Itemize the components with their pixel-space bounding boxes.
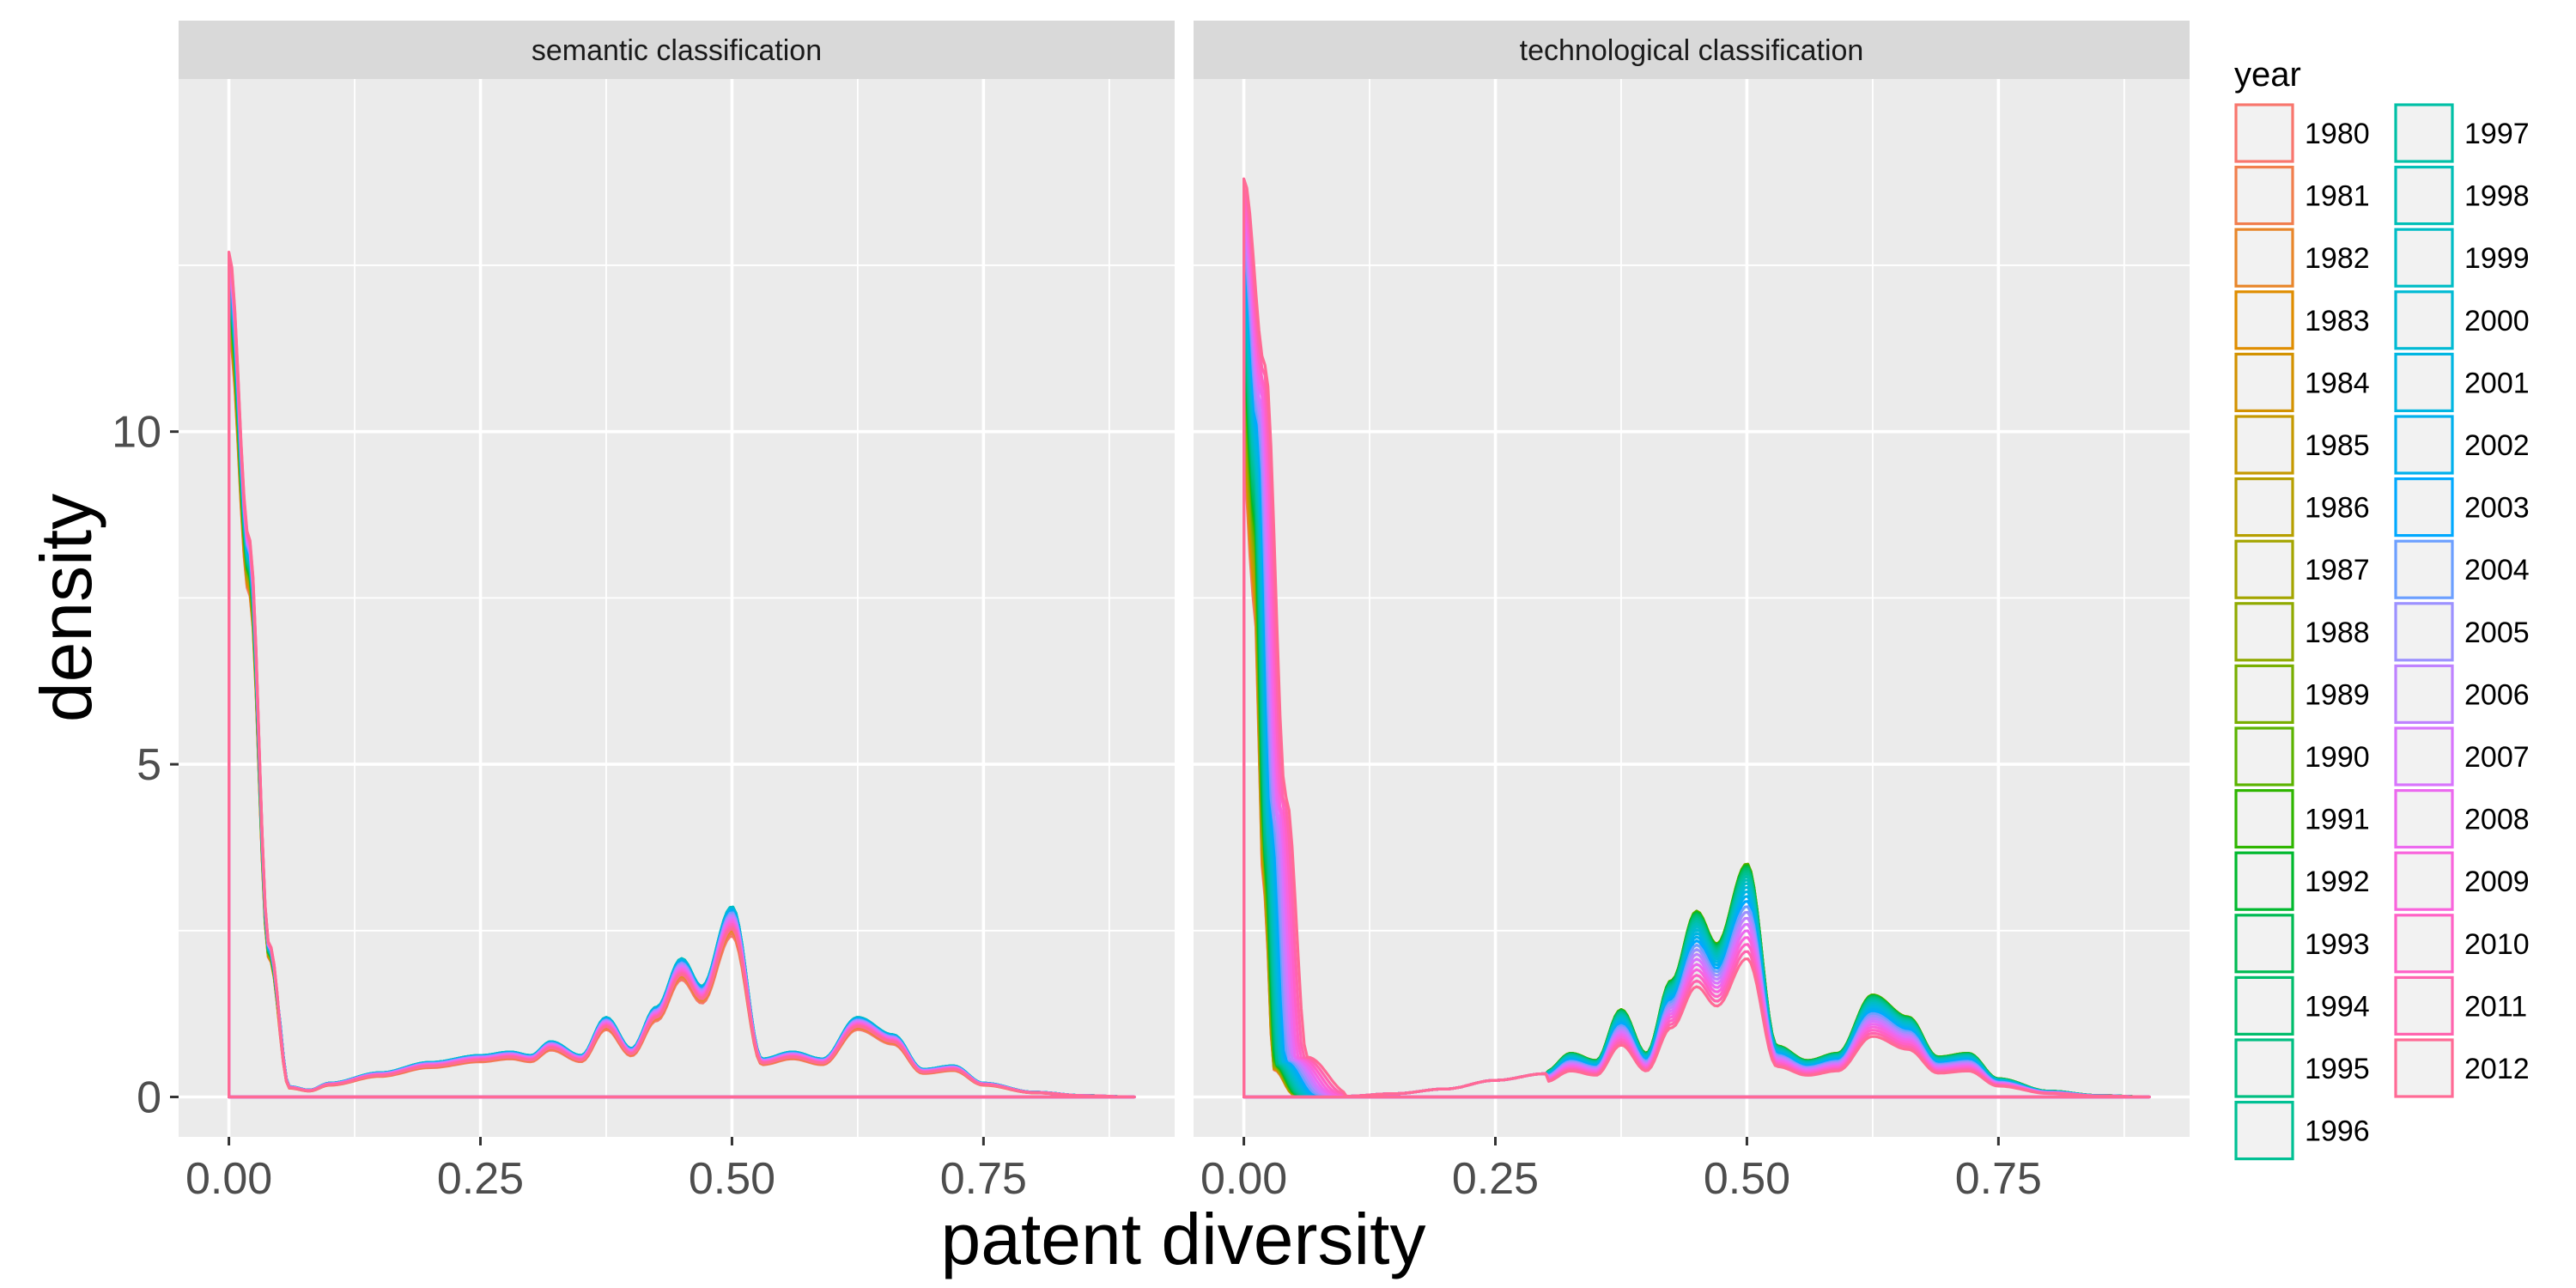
legend-key-1993 [2236,915,2293,972]
legend-key-1983 [2236,292,2293,349]
legend-label-1982: 1982 [2305,242,2370,275]
x-tick-label: 0.00 [1200,1154,1287,1204]
y-tick-label: 0 [137,1073,161,1123]
legend-label-2012: 2012 [2464,1053,2530,1085]
legend-label-1985: 1985 [2305,429,2370,462]
y-tick-label: 10 [112,408,161,458]
legend-label-1998: 1998 [2464,180,2530,213]
legend-label-1988: 1988 [2305,617,2370,649]
legend-key-1997 [2396,105,2452,161]
legend-label-2011: 2011 [2464,990,2527,1023]
legend-key-2010 [2396,915,2452,972]
legend: year 19801981198219831984198519861987198… [2234,56,2530,1159]
y-axis-ticks: 0 5 10 [112,408,179,1123]
x-tick-label: 0.00 [185,1154,272,1204]
legend-label-1984: 1984 [2305,367,2370,399]
legend-key-1981 [2236,167,2293,224]
legend-key-2006 [2396,665,2452,722]
x-axis-title: patent diversity [941,1199,1426,1279]
legend-key-1992 [2236,853,2293,909]
legend-label-1986: 1986 [2305,492,2370,525]
facet-panel-semantic: semantic classification [179,21,1175,1137]
legend-label-1995: 1995 [2305,1053,2370,1085]
legend-label-2004: 2004 [2464,554,2530,586]
legend-key-1998 [2396,167,2452,224]
legend-label-2007: 2007 [2464,741,2530,774]
legend-label-2003: 2003 [2464,492,2530,525]
legend-key-1987 [2236,541,2293,598]
legend-key-2005 [2396,604,2452,660]
y-axis-title: density [26,494,106,722]
legend-key-2009 [2396,853,2452,909]
legend-label-1992: 1992 [2305,866,2370,898]
legend-key-2000 [2396,292,2452,349]
legend-label-2009: 2009 [2464,866,2530,898]
legend-label-2000: 2000 [2464,305,2530,337]
legend-key-2002 [2396,416,2452,473]
legend-title: year [2234,56,2301,94]
legend-label-1990: 1990 [2305,741,2370,774]
legend-label-1980: 1980 [2305,118,2370,150]
legend-label-1997: 1997 [2464,118,2530,150]
facet-label-semantic: semantic classification [532,34,822,67]
legend-label-2001: 2001 [2464,367,2530,399]
facet-label-technological: technological classification [1520,34,1864,67]
x-tick-label: 0.50 [689,1154,775,1204]
facet-panel-technological: technological classification [1194,21,2190,1137]
legend-label-2005: 2005 [2464,617,2530,649]
legend-key-1984 [2236,354,2293,410]
legend-key-2001 [2396,354,2452,410]
legend-key-1990 [2236,728,2293,785]
legend-key-2003 [2396,479,2452,536]
legend-key-1989 [2236,665,2293,722]
legend-label-2006: 2006 [2464,678,2530,711]
legend-label-1983: 1983 [2305,305,2370,337]
legend-items: 1980 1981 1982 1983 1984 1985 1986 1987 1988 1989… [2236,105,2530,1159]
legend-key-1991 [2236,791,2293,848]
legend-key-2011 [2396,977,2452,1034]
legend-key-1995 [2236,1040,2293,1097]
legend-key-1980 [2236,105,2293,161]
legend-label-1993: 1993 [2305,928,2370,961]
legend-key-1986 [2236,479,2293,536]
legend-key-1988 [2236,604,2293,660]
x-tick-label: 0.25 [1452,1154,1539,1204]
legend-key-2004 [2396,541,2452,598]
y-tick-label: 5 [137,740,161,790]
legend-key-1985 [2236,416,2293,473]
legend-key-1982 [2236,229,2293,286]
legend-label-2010: 2010 [2464,928,2530,961]
legend-key-2012 [2396,1040,2452,1097]
x-tick-label: 0.75 [1955,1154,2042,1204]
legend-key-2007 [2396,728,2452,785]
legend-label-1981: 1981 [2305,180,2370,213]
x-axis-ticks: 0.00 0.25 0.50 0.75 0.00 0.25 0.50 0.75 [185,1137,2042,1204]
legend-label-1987: 1987 [2305,554,2370,586]
legend-key-1994 [2236,977,2293,1034]
x-tick-label: 0.75 [940,1154,1027,1204]
legend-label-1991: 1991 [2305,804,2370,836]
legend-key-2008 [2396,791,2452,848]
legend-label-1989: 1989 [2305,678,2370,711]
legend-label-1999: 1999 [2464,242,2530,275]
legend-label-2008: 2008 [2464,804,2530,836]
legend-key-1996 [2236,1103,2293,1159]
legend-label-1996: 1996 [2305,1115,2370,1148]
legend-key-1999 [2396,229,2452,286]
legend-label-1994: 1994 [2305,990,2370,1023]
x-tick-label: 0.50 [1704,1154,1790,1204]
x-tick-label: 0.25 [437,1154,524,1204]
legend-label-2002: 2002 [2464,429,2530,462]
